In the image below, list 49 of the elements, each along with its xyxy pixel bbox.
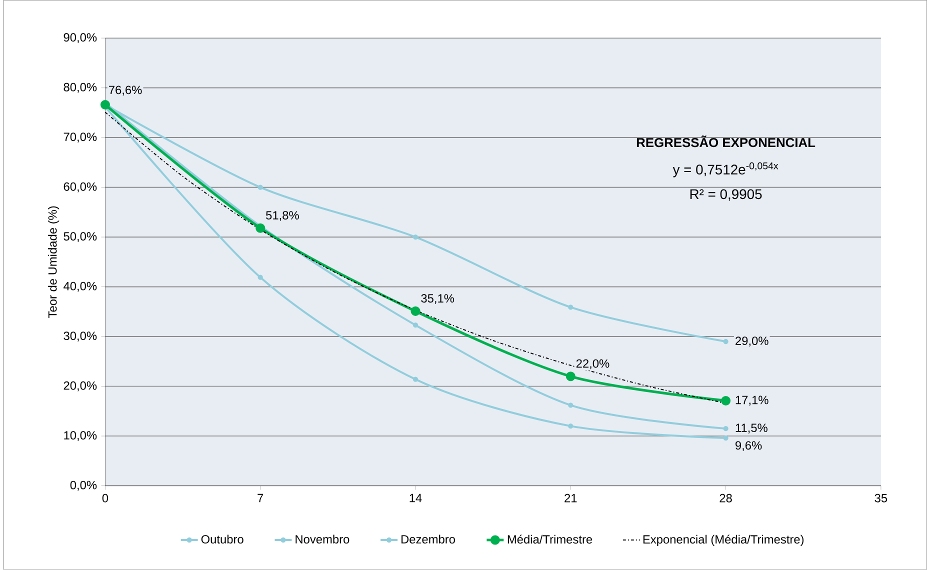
data-label: 51,8% [266, 211, 299, 222]
point [100, 100, 110, 110]
annotation: y = 0,7512e$^{-0,054x}$ [672, 162, 778, 178]
point [410, 306, 420, 316]
data-label: 35,1% [421, 294, 454, 304]
point [568, 424, 574, 429]
data-label: 17,1% [736, 396, 768, 406]
point [723, 339, 728, 344]
point [256, 223, 266, 234]
data-label: 22,0% [576, 359, 610, 370]
point [723, 426, 728, 432]
point [412, 376, 418, 382]
y-tick-label: 10,0% [64, 431, 97, 442]
point [258, 184, 263, 190]
point [568, 402, 574, 408]
point [566, 372, 576, 382]
point [721, 396, 731, 406]
x-tick-label: 28 [720, 494, 732, 502]
point [723, 436, 728, 441]
y-tick-label: 70,0% [64, 132, 97, 143]
point [258, 274, 263, 280]
data-label: 29,0% [736, 336, 768, 347]
x-tick-label: 0 [102, 494, 108, 502]
point [412, 322, 418, 328]
x-tick-label: 14 [410, 494, 422, 502]
y-tick-label: 60,0% [64, 182, 97, 192]
legend-label: Novembro [296, 534, 350, 544]
x-tick-label: 35 [874, 494, 888, 502]
annotation: REGRESSÃO EXPONENCIAL [636, 136, 816, 148]
y-tick-label: 80,0% [64, 83, 97, 93]
x-tick-label: 21 [564, 494, 577, 502]
point [568, 304, 574, 310]
annotation: R² = 0,9905 [690, 189, 762, 201]
legend-label: Exponencial (Média/Trimestre) [643, 534, 804, 546]
data-label: 76,6% [109, 86, 142, 96]
data-label: 11,5% [736, 424, 768, 434]
legend-label: Outubro [201, 534, 244, 544]
y-tick-label: 30,0% [64, 332, 97, 342]
legend-label: Dezembro [402, 534, 455, 544]
y-tick-label: 50,0% [64, 232, 97, 242]
y-tick-label: 40,0% [64, 282, 97, 292]
y-tick-label: 90,0% [64, 33, 97, 44]
y-tick-label: 0,0% [70, 480, 97, 491]
legend-label: Média/Trimestre [508, 534, 592, 544]
point [412, 234, 418, 240]
y-tick-label: 20,0% [64, 382, 97, 392]
data-label: 9,6% [736, 441, 762, 452]
y-axis-title: Teor de Umidade (%) [48, 206, 60, 318]
x-tick-label: 7 [258, 494, 264, 502]
